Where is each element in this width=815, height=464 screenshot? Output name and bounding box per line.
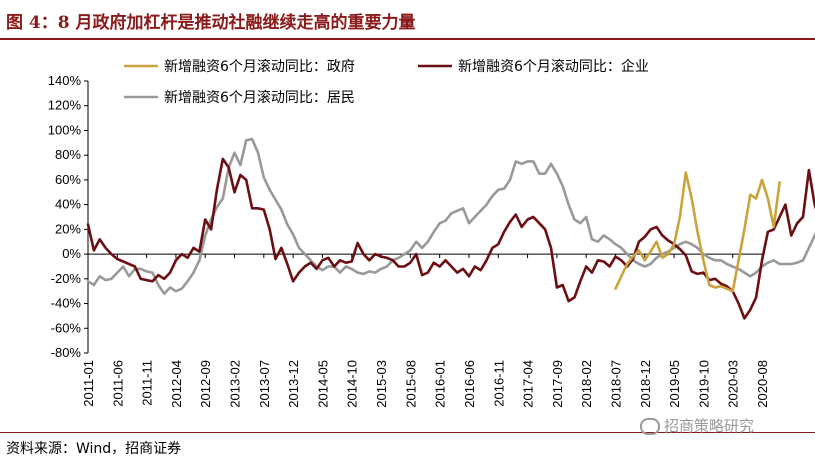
wechat-icon bbox=[640, 418, 660, 435]
y-tick-label: 100% bbox=[48, 122, 82, 137]
x-tick-label: 2018-12 bbox=[638, 360, 653, 408]
series-layer bbox=[86, 137, 815, 320]
y-tick-label: 60% bbox=[55, 172, 81, 187]
series-line-household bbox=[86, 137, 815, 296]
x-tick-label: 2013-12 bbox=[286, 360, 301, 408]
x-tick-label: 2018-07 bbox=[608, 360, 623, 408]
y-tick-label: 20% bbox=[55, 221, 81, 236]
y-tick-label: 140% bbox=[48, 73, 82, 88]
x-tick-label: 2017-04 bbox=[521, 360, 536, 408]
source-note: 资料来源：Wind，招商证券 bbox=[6, 441, 182, 457]
series-line-enterprise bbox=[86, 157, 815, 320]
x-tick-label: 2012-04 bbox=[169, 360, 184, 408]
series-line-government bbox=[614, 171, 781, 293]
x-tick-label: 2011-11 bbox=[140, 360, 155, 406]
x-tick-label: 2016-01 bbox=[433, 360, 448, 408]
x-tick-label: 2019-10 bbox=[696, 360, 711, 408]
x-tick-label: 2011-06 bbox=[110, 360, 125, 407]
x-tick-label: 2011-01 bbox=[81, 360, 96, 407]
y-tick-label: 40% bbox=[55, 197, 81, 212]
footer-rule bbox=[0, 432, 815, 433]
x-tick-label: 2015-03 bbox=[374, 360, 389, 408]
x-tick-label: 2017-09 bbox=[550, 360, 565, 408]
chart-title: 图 4：8 月政府加杠杆是推动社融继续走高的重要力量 bbox=[6, 13, 416, 33]
x-tick-label: 2012-09 bbox=[198, 360, 213, 408]
x-tick-label: 2018-02 bbox=[579, 360, 594, 408]
title-rule bbox=[0, 38, 815, 40]
x-tick-label: 2014-10 bbox=[345, 360, 360, 408]
y-tick-label: 0% bbox=[62, 246, 81, 261]
legend-label-government: 新增融资6个月滚动同比：政府 bbox=[164, 58, 355, 75]
axes-layer: 140% 120% 100% 80% 60% 40% 20% 0% -20% -40% -60% -8… bbox=[48, 73, 770, 408]
watermark: 招商策略研究 bbox=[640, 415, 754, 436]
legend-label-household: 新增融资6个月滚动同比：居民 bbox=[164, 89, 355, 106]
y-tick-label: -80% bbox=[51, 345, 82, 360]
y-tick-label: -60% bbox=[51, 320, 82, 335]
x-tick-label: 2019-05 bbox=[667, 360, 682, 408]
legend: 新增融资6个月滚动同比：政府 新增融资6个月滚动同比：企业新增融资6个月滚动同比：… bbox=[124, 58, 649, 106]
x-tick-label: 2013-07 bbox=[257, 360, 272, 408]
y-tick-label: 120% bbox=[48, 98, 82, 113]
x-tick-label: 2013-02 bbox=[228, 360, 243, 408]
x-tick-label: 2020-03 bbox=[726, 360, 741, 408]
y-tick-label: -40% bbox=[51, 296, 82, 311]
legend-label-enterprise: 新增融资6个月滚动同比：企业 bbox=[458, 58, 649, 75]
x-tick-label: 2015-08 bbox=[403, 360, 418, 408]
x-tick-label: 2014-05 bbox=[315, 360, 330, 408]
x-tick-label: 2016-11 bbox=[491, 360, 506, 407]
y-tick-label: -20% bbox=[51, 271, 82, 286]
y-tick-label: 80% bbox=[55, 147, 81, 162]
watermark-text: 招商策略研究 bbox=[664, 417, 755, 435]
x-tick-label: 2016-06 bbox=[462, 360, 477, 408]
x-tick-label: 2020-08 bbox=[755, 360, 770, 408]
